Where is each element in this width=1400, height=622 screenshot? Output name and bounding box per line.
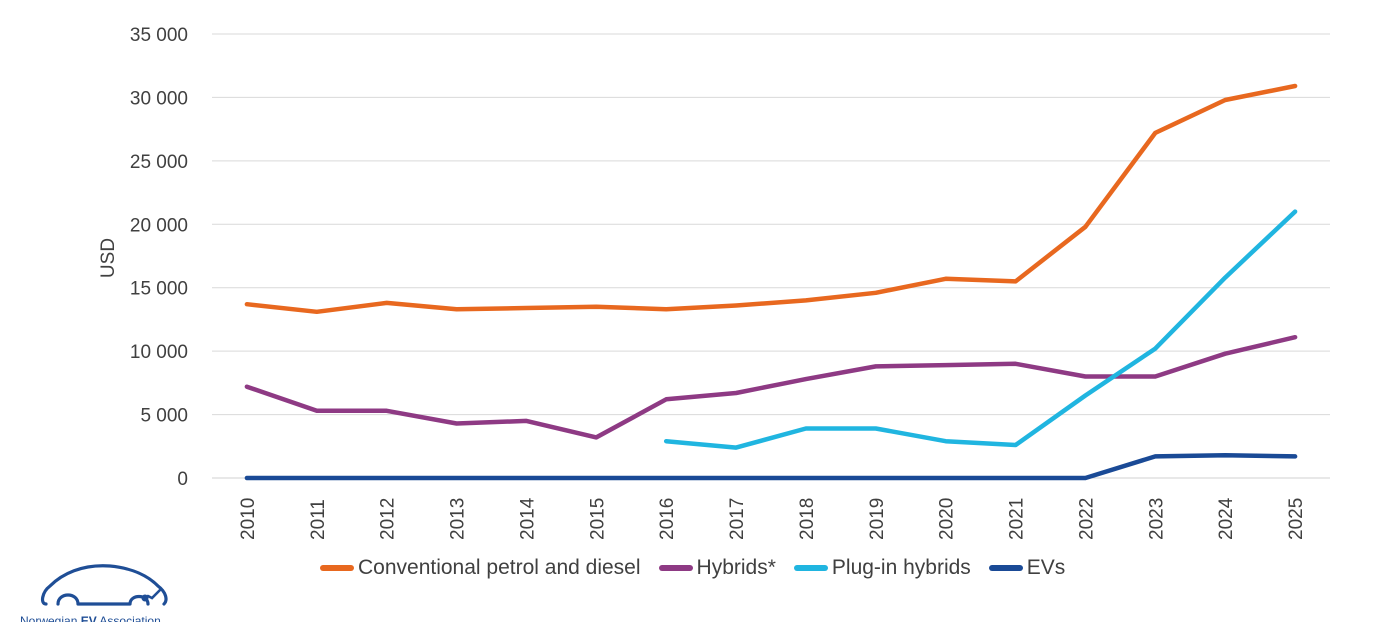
legend-item-evs: EVs — [988, 556, 1066, 580]
legend-label-hybrids: Hybrids* — [696, 556, 776, 579]
x-tick-label-2012: 2012 — [378, 498, 399, 540]
legend: Conventional petrol and diesel Hybrids* … — [320, 556, 1083, 580]
x-tick-label-2025: 2025 — [1286, 498, 1307, 540]
series-line-evs — [244, 452, 1298, 481]
x-tick-label-2024: 2024 — [1216, 497, 1237, 540]
x-tick-label-2017: 2017 — [727, 498, 748, 540]
y-tick-label-5000: 5 000 — [140, 406, 188, 427]
x-tick-label-2020: 2020 — [937, 498, 958, 540]
y-tick-label-10000: 10 000 — [130, 342, 188, 363]
series-line-plug-in-hybrids — [663, 209, 1298, 450]
legend-swatch-conventional — [320, 565, 354, 571]
y-tick-label-30000: 30 000 — [130, 88, 188, 109]
x-tick-label-2011: 2011 — [308, 499, 329, 540]
legend-swatch-plug-in-hybrids — [793, 565, 828, 571]
legend-label-conventional: Conventional petrol and diesel — [358, 556, 641, 579]
x-tick-label-2021: 2021 — [1007, 498, 1028, 540]
y-tick-label-15000: 15 000 — [130, 279, 188, 300]
legend-item-plug-in-hybrids: Plug-in hybrids — [793, 556, 971, 580]
logo-text: Norwegian EV Association — [20, 614, 161, 622]
car-logo-icon — [40, 564, 168, 606]
legend-swatch-evs — [988, 565, 1023, 571]
legend-label-plug-in-hybrids: Plug-in hybrids — [831, 556, 971, 579]
x-tick-label-2013: 2013 — [448, 498, 469, 540]
legend-item-conventional: Conventional petrol and diesel — [320, 556, 641, 580]
y-tick-label-25000: 25 000 — [130, 152, 188, 173]
association-logo: Norwegian EV Association — [20, 562, 200, 622]
x-tick-label-2018: 2018 — [797, 498, 818, 540]
y-tick-label-20000: 20 000 — [130, 215, 188, 236]
y-tick-label-35000: 35 000 — [130, 25, 188, 46]
x-tick-label-2014: 2014 — [517, 497, 538, 540]
series-line-hybrids — [244, 334, 1298, 440]
x-tick-label-2015: 2015 — [587, 498, 608, 540]
y-axis-title: USD — [98, 238, 119, 278]
x-tick-label-2019: 2019 — [867, 498, 888, 540]
series-line-conventional-petrol-and-diesel — [244, 83, 1298, 315]
x-tick-label-2022: 2022 — [1076, 498, 1097, 540]
legend-label-evs: EVs — [1026, 556, 1066, 579]
y-tick-label-0: 0 — [177, 469, 188, 490]
legend-swatch-hybrids — [658, 565, 693, 571]
x-tick-label-2016: 2016 — [657, 498, 678, 540]
legend-item-hybrids: Hybrids* — [658, 556, 776, 580]
x-tick-label-2023: 2023 — [1146, 498, 1167, 540]
x-tick-label-2010: 2010 — [238, 498, 259, 540]
